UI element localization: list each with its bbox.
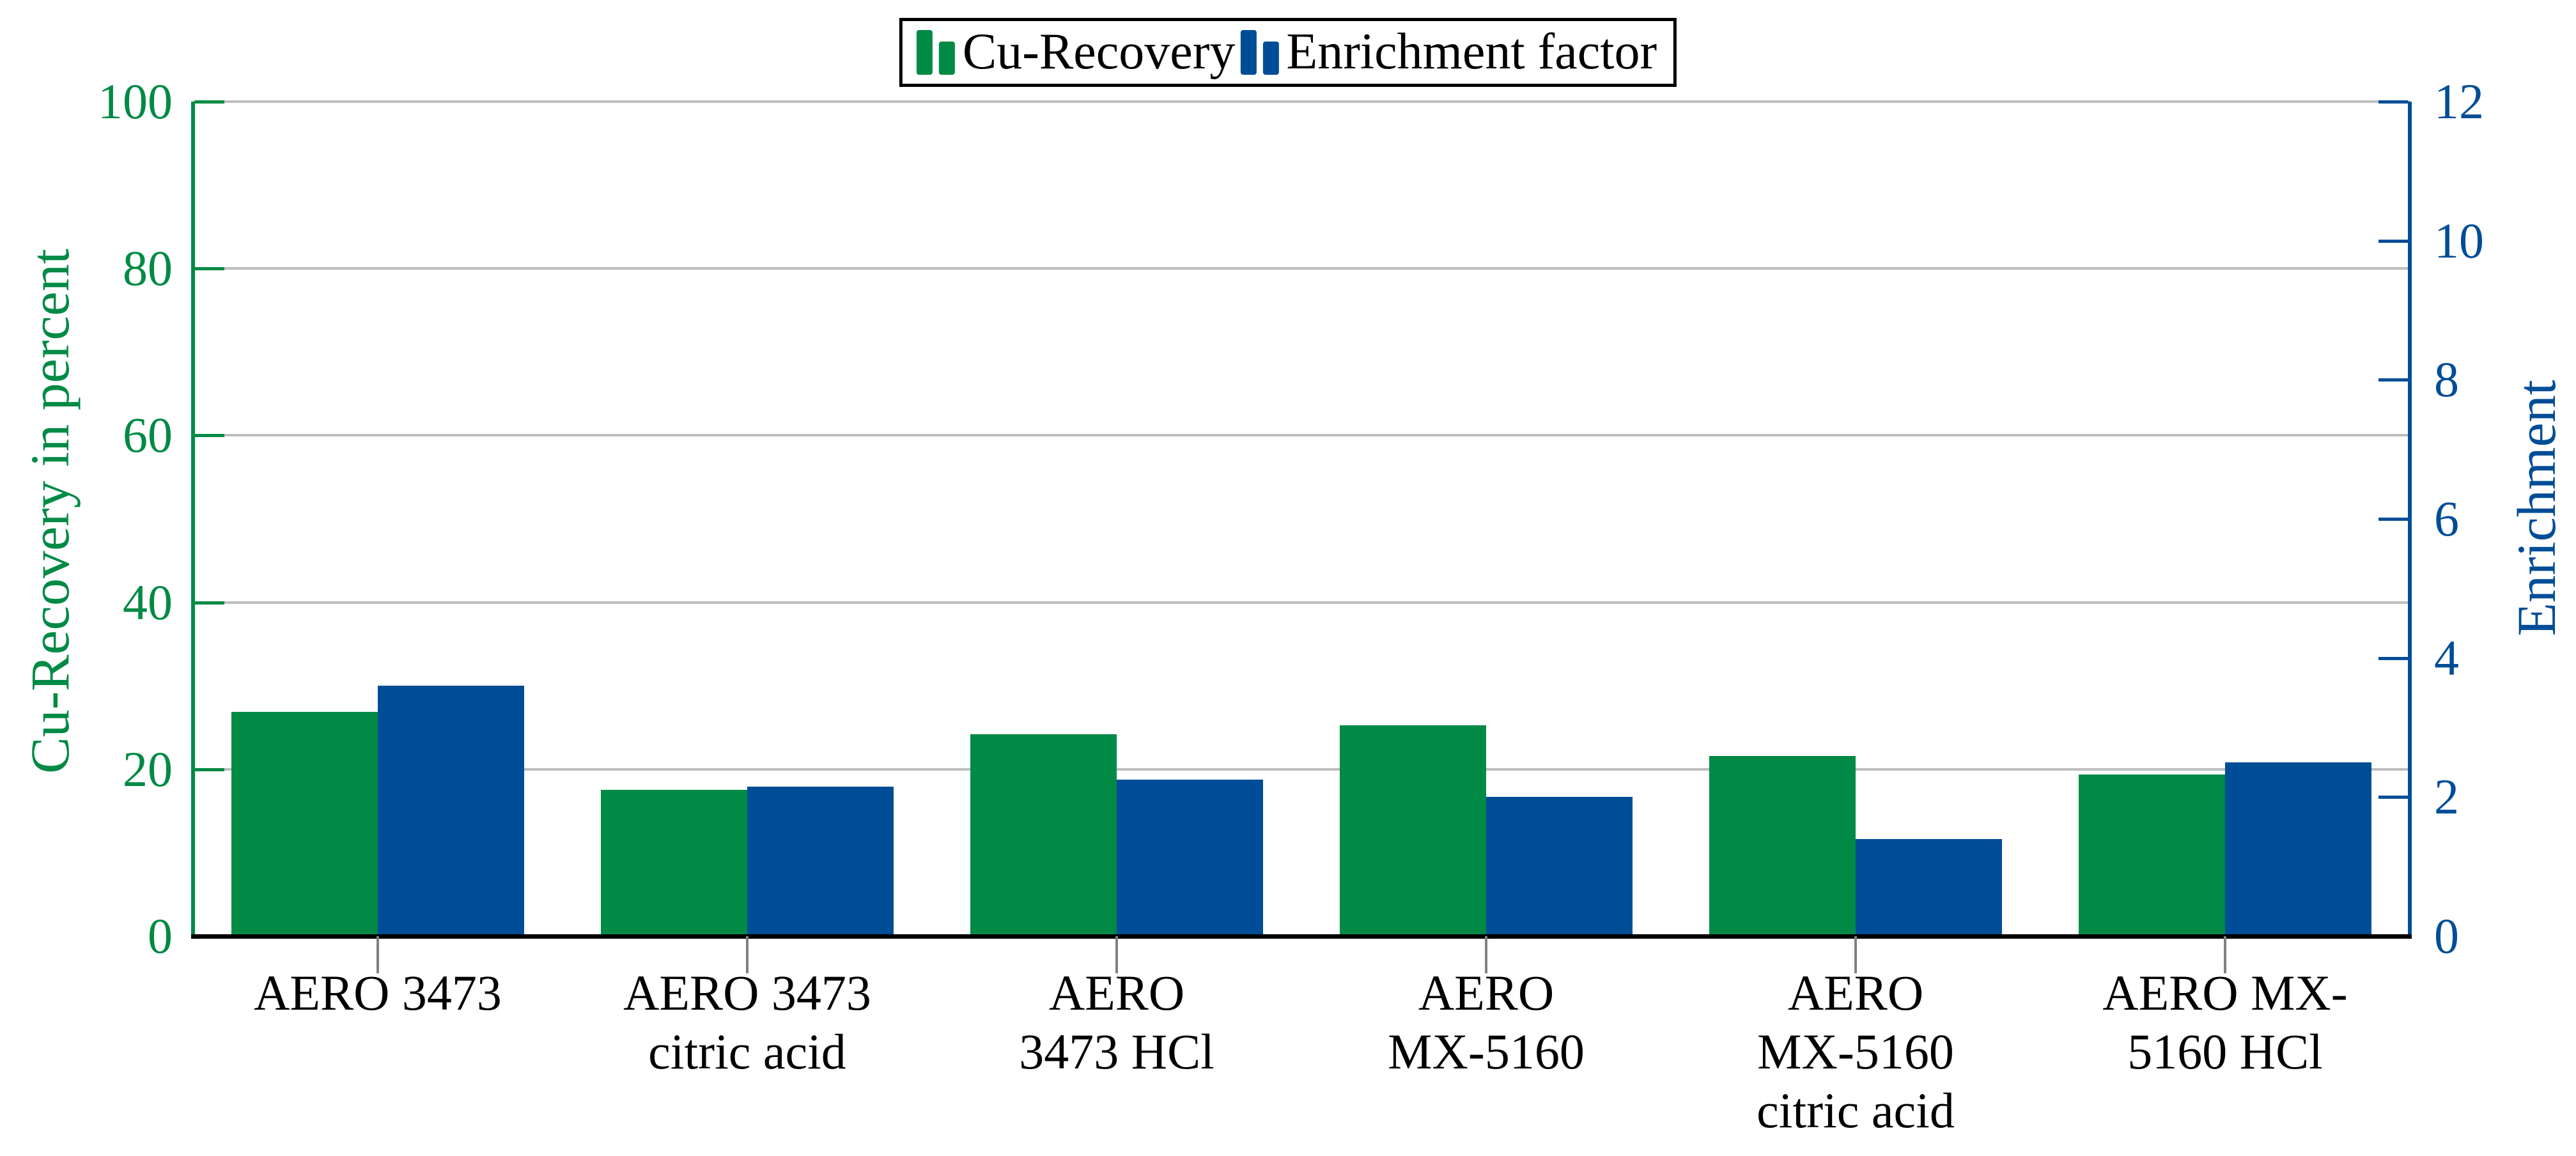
enrichment-factor-bars-icon <box>1240 29 1279 75</box>
left-axis-tick-label-40: 40 <box>123 574 173 630</box>
right-axis-tick-4 <box>2378 656 2408 660</box>
x-axis-tick-2 <box>1115 936 1118 973</box>
right-axis-spine <box>2408 102 2412 936</box>
right-axis-tick-label-10: 10 <box>2434 212 2484 268</box>
x-axis-category-label-3: AERO MX-5160 <box>1388 965 1585 1079</box>
right-axis-tick-label-8: 8 <box>2434 351 2459 408</box>
bar-cu-recovery-1 <box>601 790 747 936</box>
right-axis-tick-label-4: 4 <box>2434 629 2459 686</box>
left-axis-tick-40 <box>195 601 224 605</box>
right-axis-tick-label-12: 12 <box>2434 73 2484 129</box>
left-axis-tick-20 <box>195 767 224 771</box>
left-axis-title: Cu-Recovery in percent <box>19 249 81 774</box>
bar-enrichment-factor-5 <box>2225 762 2371 936</box>
legend-item-cu-recovery: Cu-Recovery <box>916 24 1236 80</box>
x-axis-tick-3 <box>1485 936 1487 973</box>
left-axis-tick-80 <box>195 267 224 271</box>
bar-cu-recovery-5 <box>2079 774 2225 936</box>
bar-enrichment-factor-2 <box>1117 780 1263 936</box>
x-axis-category-label-2: AERO 3473 HCl <box>1019 965 1214 1079</box>
right-axis-tick-12 <box>2378 100 2408 104</box>
gridline-40 <box>193 601 2410 604</box>
bar-cu-recovery-0 <box>231 711 378 936</box>
x-axis-tick-0 <box>376 936 379 973</box>
bar-cu-recovery-3 <box>1340 725 1486 936</box>
left-axis-tick-label-80: 80 <box>123 240 173 297</box>
x-axis-tick-4 <box>1854 936 1857 973</box>
right-axis-title: Enrichment <box>2506 380 2567 636</box>
left-axis-tick-label-100: 100 <box>98 73 173 129</box>
bottom-axis-spine <box>191 934 2412 939</box>
gridline-60 <box>193 434 2410 437</box>
right-axis-tick-label-6: 6 <box>2434 491 2459 546</box>
left-axis-tick-60 <box>195 434 224 438</box>
right-axis-tick-label-2: 2 <box>2434 769 2459 825</box>
bar-cu-recovery-4 <box>1709 755 1856 936</box>
x-axis-category-label-0: AERO 3473 <box>254 965 502 1021</box>
gridline-80 <box>193 267 2410 270</box>
cu-recovery-bars-icon <box>916 29 955 75</box>
right-axis-tick-8 <box>2378 378 2408 382</box>
gridline-100 <box>193 100 2410 103</box>
left-axis-spine <box>191 102 195 936</box>
x-axis-tick-1 <box>746 936 749 973</box>
left-axis-tick-label-20: 20 <box>123 741 173 797</box>
legend: Cu-Recovery Enrichment factor <box>899 18 1677 87</box>
x-axis-category-label-1: AERO 3473 citric acid <box>623 965 871 1079</box>
gridline-20 <box>193 767 2410 771</box>
left-axis-tick-100 <box>195 100 224 104</box>
bar-enrichment-factor-3 <box>1486 797 1633 936</box>
right-axis-tick-6 <box>2378 518 2408 521</box>
bar-cu-recovery-2 <box>970 734 1117 936</box>
left-axis-tick-label-0: 0 <box>148 908 173 964</box>
left-axis-tick-label-60: 60 <box>123 407 173 463</box>
legend-item-enrichment-factor: Enrichment factor <box>1240 26 1657 77</box>
right-axis-tick-2 <box>2378 796 2408 799</box>
x-axis-tick-5 <box>2224 936 2226 973</box>
x-axis-category-label-5: AERO MX- 5160 HCl <box>2102 965 2348 1079</box>
bar-enrichment-factor-0 <box>378 686 524 936</box>
right-axis-tick-10 <box>2378 239 2408 243</box>
bar-enrichment-factor-4 <box>1856 838 2002 936</box>
legend-label-cu-recovery: Cu-Recovery <box>962 24 1236 80</box>
x-axis-category-label-4: AERO MX-5160 citric acid <box>1757 965 1955 1138</box>
legend-label-enrichment-factor: Enrichment factor <box>1286 24 1657 80</box>
bar-enrichment-factor-1 <box>747 787 894 936</box>
right-axis-tick-label-0: 0 <box>2434 908 2459 964</box>
